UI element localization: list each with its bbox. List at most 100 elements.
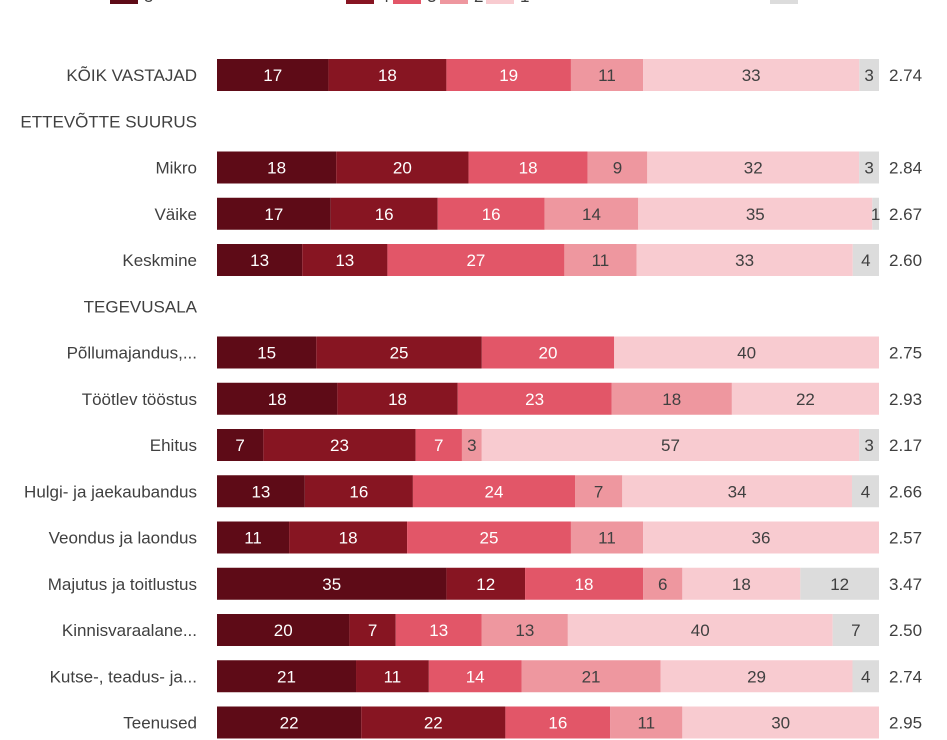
bar-segment <box>217 660 357 693</box>
data-label: 20 <box>393 159 412 178</box>
data-label: 1 <box>871 205 880 224</box>
bar-segment <box>505 706 611 739</box>
mean-value: 3.47 <box>889 575 922 594</box>
bar-segment <box>217 475 305 508</box>
bar-segment <box>682 567 801 600</box>
bar-segment <box>336 151 469 184</box>
data-label: 11 <box>598 66 616 85</box>
data-label: 14 <box>466 667 485 686</box>
data-label: 33 <box>742 66 761 85</box>
bar-segment <box>428 660 522 693</box>
legend-swatch-0 <box>110 0 138 4</box>
bar-segment <box>468 151 588 184</box>
data-label: 3 <box>467 436 476 455</box>
mean-value: 2.74 <box>889 667 922 686</box>
data-label: 7 <box>851 621 860 640</box>
bar-segment <box>217 197 331 230</box>
row-label: Hulgi- ja jaekaubandus <box>24 482 197 501</box>
data-label: 11 <box>244 529 262 548</box>
data-label: 25 <box>390 344 409 363</box>
data-label: 35 <box>746 205 765 224</box>
bar-segment <box>302 244 388 276</box>
data-label: 16 <box>349 482 368 501</box>
legend-label: 4 <box>380 0 389 6</box>
bar-segment <box>481 429 860 461</box>
legend-swatch-5 <box>770 0 798 4</box>
data-label: 16 <box>482 205 501 224</box>
bar-segment <box>304 475 413 508</box>
row-label: Ehitus <box>150 436 197 455</box>
data-label: 18 <box>575 575 594 594</box>
row-label: Kutse-, teadus- ja... <box>50 667 197 686</box>
bar-segment <box>682 706 879 739</box>
data-label: 16 <box>548 714 567 733</box>
mean-value: 2.93 <box>889 390 922 409</box>
bar-segment <box>337 382 458 415</box>
data-label: 13 <box>429 621 448 640</box>
data-label: 27 <box>466 251 485 270</box>
bar-segment <box>638 197 873 230</box>
bar-segment <box>412 475 576 508</box>
mean-value: 2.50 <box>889 621 922 640</box>
bar-segment <box>731 382 879 415</box>
data-label: 18 <box>267 159 286 178</box>
data-label: 17 <box>263 66 282 85</box>
bar-segment <box>217 521 290 554</box>
data-label: 13 <box>515 621 534 640</box>
data-label: 16 <box>375 205 394 224</box>
data-label: 7 <box>368 621 377 640</box>
data-label: 32 <box>744 159 763 178</box>
bar-segment <box>446 567 526 600</box>
data-label: 40 <box>737 344 756 363</box>
bar-segment <box>852 244 879 276</box>
row-label: Majutus ja toitlustus <box>48 575 197 594</box>
bar-segment <box>567 614 833 646</box>
row-label: Veondus ja laondus <box>49 529 197 548</box>
mean-value: 2.57 <box>889 529 922 548</box>
bar-segment <box>521 660 661 693</box>
bar-segment <box>217 244 303 276</box>
bar-segment <box>611 382 732 415</box>
data-label: 13 <box>335 251 354 270</box>
bar-segment <box>415 429 462 461</box>
legend-swatch-4 <box>486 0 514 4</box>
data-label: 33 <box>735 251 754 270</box>
bar-segment <box>643 567 683 600</box>
bar-segment <box>457 382 612 415</box>
data-label: 3 <box>864 66 873 85</box>
bar-segment <box>217 59 329 91</box>
bar-segment <box>217 706 362 739</box>
mean-value: 2.75 <box>889 344 922 363</box>
data-label: 23 <box>525 390 544 409</box>
data-label: 40 <box>691 621 710 640</box>
data-label: 11 <box>384 667 402 686</box>
bar-segment <box>481 614 568 646</box>
bar-segment <box>525 567 644 600</box>
data-label: 14 <box>582 205 601 224</box>
mean-value: 2.84 <box>889 159 922 178</box>
mean-value: 2.66 <box>889 482 922 501</box>
bar-segment <box>570 59 644 91</box>
bar-segment <box>217 336 317 369</box>
bar-segment <box>587 151 648 184</box>
bar-segment <box>859 151 879 184</box>
data-label: 21 <box>582 667 601 686</box>
group-header: TEGEVUSALA <box>84 297 198 316</box>
bar-segment <box>316 336 482 369</box>
group-header: ETTEVÕTTE SUURUS <box>20 112 197 131</box>
bar-segment <box>636 244 853 276</box>
data-label: 7 <box>594 482 603 501</box>
mean-value: 2.17 <box>889 436 922 455</box>
bar-segment <box>349 614 396 646</box>
bar-segment <box>852 660 879 693</box>
bar-segment <box>387 244 565 276</box>
bar-segment <box>356 660 429 693</box>
bar-segment <box>564 244 637 276</box>
bar-segment <box>832 614 879 646</box>
data-label: 36 <box>752 529 771 548</box>
bar-segment <box>575 475 623 508</box>
data-label: 18 <box>732 575 751 594</box>
bar-segment <box>851 475 879 508</box>
data-label: 7 <box>434 436 443 455</box>
